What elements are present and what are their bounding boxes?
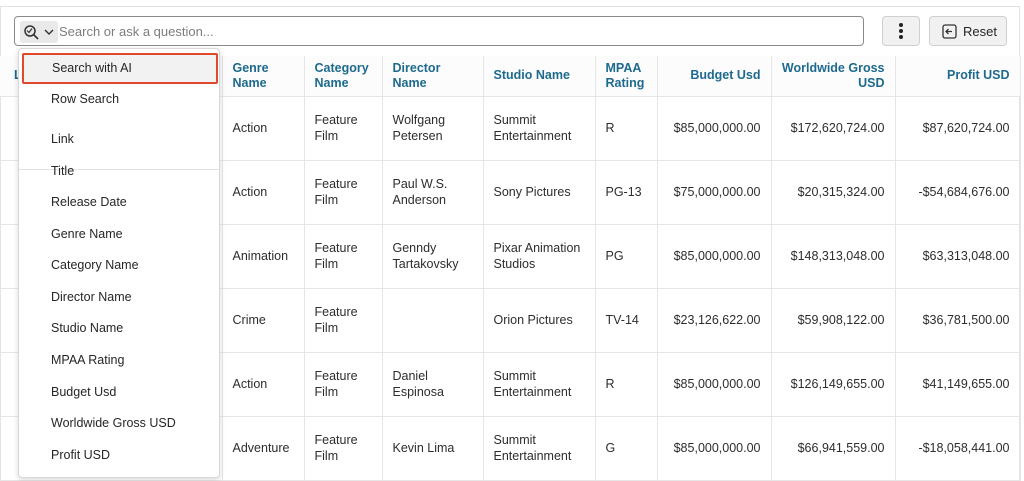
table-cell: Summit Entertainment [483, 416, 596, 481]
column-header-worldwide-gross-usd[interactable]: Worldwide Gross USD [771, 56, 896, 97]
column-header-profit-usd[interactable]: Profit USD [895, 56, 1021, 97]
table-cell: Kevin Lima [382, 416, 484, 481]
table-cell: Action [222, 160, 305, 225]
table-cell: $63,313,048.00 [895, 224, 1021, 289]
table-cell: Daniel Espinosa [382, 352, 484, 417]
table-cell: TV-14 [595, 288, 658, 353]
table-cell: Pixar Animation Studios [483, 224, 596, 289]
table-cell: $66,941,559.00 [771, 416, 896, 481]
table-cell: $59,908,122.00 [771, 288, 896, 353]
table-cell: Genndy Tartakovsky [382, 224, 484, 289]
table-cell: PG-13 [595, 160, 658, 225]
menu-item-link[interactable]: Link [51, 132, 74, 146]
menu-item-studio-name[interactable]: Studio Name [51, 321, 124, 335]
chevron-down-icon [44, 29, 54, 35]
column-header-mpaa-rating[interactable]: MPAA Rating [595, 56, 658, 97]
table-cell: Sony Pictures [483, 160, 596, 225]
search-options-icon [24, 25, 39, 40]
reset-icon [942, 24, 957, 39]
column-header-director-name[interactable]: Director Name [382, 56, 484, 97]
menu-item-row-search[interactable]: Row Search [51, 92, 120, 106]
table-cell: $85,000,000.00 [657, 352, 772, 417]
menu-item-worldwide-gross-usd[interactable]: Worldwide Gross USD [51, 416, 176, 430]
table-cell: $172,620,724.00 [771, 96, 896, 161]
table-cell: Animation [222, 224, 305, 289]
menu-item-search-with-ai[interactable]: Search with AI [22, 53, 218, 84]
table-cell: Feature Film [304, 352, 383, 417]
column-header-genre-name[interactable]: Genre Name [222, 56, 305, 97]
menu-item-budget-usd[interactable]: Budget Usd [51, 385, 117, 399]
reset-label: Reset [963, 24, 997, 39]
table-cell: Feature Film [304, 416, 383, 481]
table-cell: R [595, 352, 658, 417]
search-column-dropdown: Search with AI Row Search Link Title Rel… [18, 48, 220, 478]
more-options-button[interactable] [882, 16, 920, 46]
table-cell: $20,315,324.00 [771, 160, 896, 225]
menu-divider [19, 169, 219, 170]
table-cell: Paul W.S. Anderson [382, 160, 484, 225]
table-cell: $148,313,048.00 [771, 224, 896, 289]
menu-item-category-name[interactable]: Category Name [51, 258, 139, 272]
table-cell: $36,781,500.00 [895, 288, 1021, 353]
table-cell: $126,149,655.00 [771, 352, 896, 417]
more-vertical-icon [899, 23, 903, 39]
search-bar [14, 16, 864, 46]
table-cell: Feature Film [304, 160, 383, 225]
menu-item-genre-name[interactable]: Genre Name [51, 227, 123, 241]
search-options-toggle[interactable] [20, 21, 58, 43]
table-cell: Action [222, 96, 305, 161]
table-cell: $87,620,724.00 [895, 96, 1021, 161]
table-cell: PG [595, 224, 658, 289]
menu-item-profit-usd[interactable]: Profit USD [51, 448, 111, 462]
reset-button[interactable]: Reset [929, 16, 1007, 46]
menu-item-mpaa-rating[interactable]: MPAA Rating [51, 353, 125, 367]
table-cell: -$18,058,441.00 [895, 416, 1021, 481]
column-header-studio-name[interactable]: Studio Name [483, 56, 596, 97]
table-row: Action Feature Film Daniel Espinosa Summ… [0, 352, 1021, 417]
menu-item-title[interactable]: Title [51, 164, 75, 178]
table-row: Crime Feature Film Orion Pictures TV-14 … [0, 288, 1021, 353]
table-cell: Orion Pictures [483, 288, 596, 353]
table-cell: $85,000,000.00 [657, 224, 772, 289]
table-cell [382, 288, 484, 353]
table-cell: Summit Entertainment [483, 352, 596, 417]
menu-item-release-date[interactable]: Release Date [51, 195, 127, 209]
table-cell: R [595, 96, 658, 161]
table-cell: Wolfgang Petersen [382, 96, 484, 161]
search-input[interactable] [59, 19, 849, 43]
table-cell: $75,000,000.00 [657, 160, 772, 225]
table-cell: $85,000,000.00 [657, 416, 772, 481]
table-cell: Crime [222, 288, 305, 353]
column-header-budget-usd[interactable]: Budget Usd [657, 56, 772, 97]
table-cell: Summit Entertainment [483, 96, 596, 161]
table-cell: Action [222, 352, 305, 417]
table-cell: Adventure [222, 416, 305, 481]
table-cell: $41,149,655.00 [895, 352, 1021, 417]
table-cell: Feature Film [304, 224, 383, 289]
table-cell: -$54,684,676.00 [895, 160, 1021, 225]
table-cell: $85,000,000.00 [657, 96, 772, 161]
table-cell: Feature Film [304, 96, 383, 161]
table-cell: $23,126,622.00 [657, 288, 772, 353]
table-cell: G [595, 416, 658, 481]
column-header-category-name[interactable]: Category Name [304, 56, 383, 97]
menu-item-director-name[interactable]: Director Name [51, 290, 132, 304]
table-cell: Feature Film [304, 288, 383, 353]
